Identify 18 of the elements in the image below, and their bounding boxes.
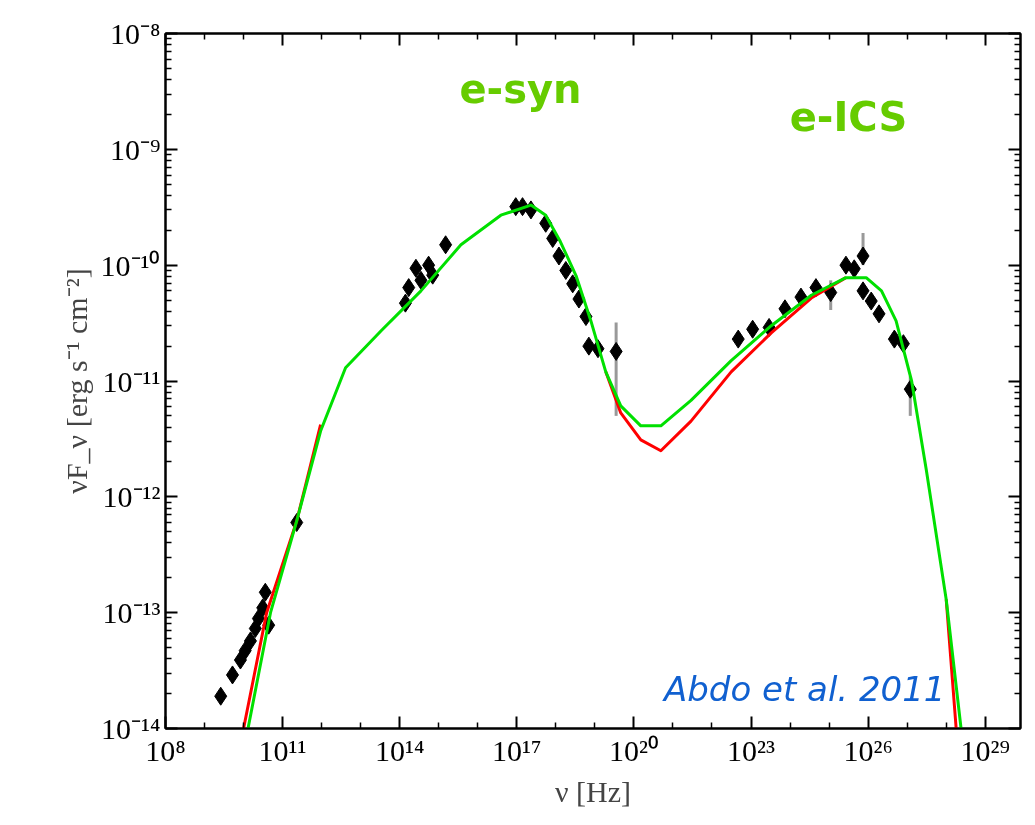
y-tick-label: 10⁻¹⁰: [100, 248, 161, 282]
y-tick-label: 10⁻¹³: [102, 596, 161, 630]
x-tick-label: 10¹⁴: [374, 733, 425, 767]
annotation: e-syn: [459, 65, 582, 112]
x-tick-label: 10²⁶: [843, 733, 893, 767]
x-tick-label: 10¹⁷: [492, 733, 542, 767]
y-axis-title: νF_ν [erg s⁻¹ cm⁻²]: [59, 268, 93, 494]
y-tick-label: 10⁻⁹: [110, 132, 161, 166]
x-axis-title: ν [Hz]: [554, 774, 632, 808]
y-tick-label: 10⁻⁸: [110, 17, 161, 50]
x-tick-label: 10²⁹: [960, 733, 1010, 767]
x-tick-label: 10²³: [727, 733, 776, 767]
y-tick-label: 10⁻¹²: [102, 480, 161, 514]
y-tick-label: 10⁻¹¹: [102, 364, 161, 398]
annotation: e-ICS: [789, 93, 908, 140]
x-tick-label: 10²⁰: [608, 733, 659, 767]
x-tick-label: 10¹¹: [258, 733, 307, 767]
annotation: Abdo et al. 2011: [661, 668, 946, 709]
